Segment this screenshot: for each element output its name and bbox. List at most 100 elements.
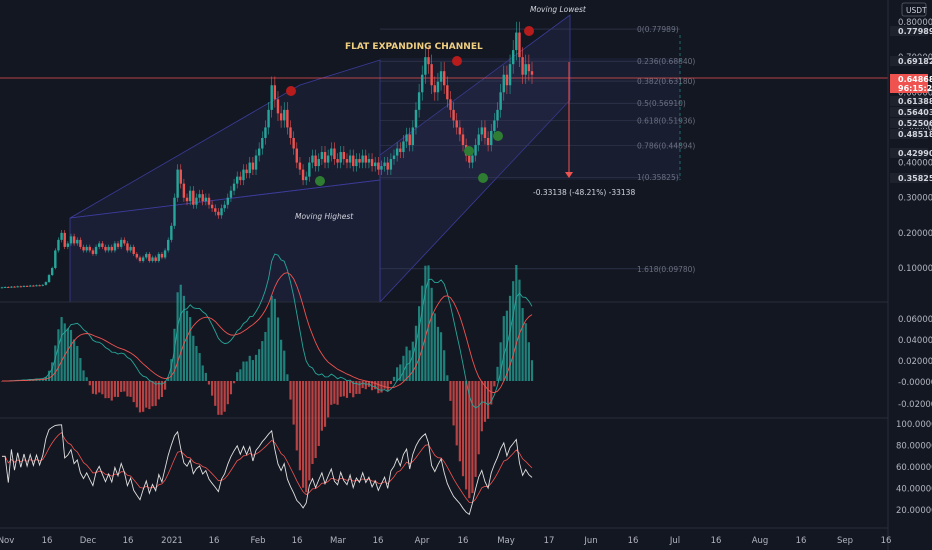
candle-body — [220, 208, 223, 216]
macd-histogram-bar — [123, 381, 126, 392]
candle-body — [499, 92, 502, 110]
candle-body — [207, 197, 211, 205]
candle-body — [377, 162, 380, 170]
macd-histogram-bar — [229, 381, 233, 395]
candle-body — [135, 253, 139, 258]
price-tick-label: 0.50000 — [898, 123, 932, 133]
marker-green-low-4[interactable] — [493, 131, 503, 141]
candle-body — [63, 232, 66, 247]
candle-body — [85, 246, 88, 251]
candle-body — [339, 152, 342, 163]
candle-body — [458, 127, 462, 135]
macd-histogram-bar — [113, 381, 116, 397]
macd-histogram-bar — [298, 381, 302, 471]
macd-histogram-bar — [54, 345, 57, 381]
price-tick-label: 0.80000 — [898, 18, 932, 28]
price-tag-label: 0.56403 — [898, 108, 932, 117]
macd-histogram-bar — [151, 381, 154, 407]
candle-body — [126, 243, 129, 251]
marker-red-high-1[interactable] — [286, 86, 296, 96]
candle-body — [446, 85, 449, 100]
macd-histogram-bar — [135, 381, 138, 408]
candle-body — [38, 285, 41, 287]
candle-body — [480, 127, 484, 135]
macd-histogram-bar — [336, 381, 339, 405]
fib-label: 0.618(0.51936) — [637, 117, 695, 126]
time-axis[interactable]: Nov 16 Dec 16 2021 16 Feb 16 Mar 16 Apr 16 May 17 Jun 1… — [0, 536, 891, 546]
macd-histogram-bar — [418, 306, 421, 381]
candle-body — [461, 134, 465, 145]
macd-histogram-bar — [408, 350, 411, 381]
candle-body — [66, 243, 70, 247]
candle-body — [411, 127, 415, 145]
marker-green-low-2[interactable] — [464, 146, 474, 156]
marker-red-high-3[interactable] — [524, 26, 534, 36]
candle-body — [91, 250, 95, 254]
macd-histogram-bar — [88, 381, 91, 386]
macd-histogram-bar — [377, 381, 380, 394]
candle-body — [195, 197, 198, 205]
price-tag-box — [890, 173, 928, 183]
macd-histogram-bar — [512, 281, 515, 381]
time-tick-label: 16 — [42, 536, 53, 546]
macd-histogram-bar — [82, 370, 85, 381]
macd-histogram-bar — [220, 381, 223, 415]
macd-histogram-bar — [211, 381, 214, 396]
macd-histogram-bar — [323, 381, 327, 427]
candle-body — [167, 239, 170, 251]
price-tag-label: 0.61388 — [898, 97, 932, 106]
macd-histogram-bar — [189, 317, 192, 381]
marker-red-high-2[interactable] — [452, 56, 462, 66]
macd-histogram-bar — [280, 339, 283, 381]
expanding-channel-right — [379, 14, 571, 304]
candle-body — [201, 194, 204, 202]
candle-body — [22, 285, 26, 287]
candle-body — [298, 162, 302, 170]
macd-histogram-bar — [38, 379, 41, 381]
candle-body — [229, 190, 233, 198]
candle-body — [311, 155, 314, 163]
candle-body — [19, 286, 23, 288]
candle-body — [3, 286, 7, 288]
candle-body — [69, 236, 73, 244]
time-tick-label: Dec — [80, 536, 97, 546]
macd-histogram-bar — [170, 359, 173, 381]
marker-green-low-1[interactable] — [315, 176, 325, 186]
price-tag-label: 0.77989 — [898, 27, 932, 36]
candle-body — [427, 57, 430, 65]
marker-green-low-3[interactable] — [478, 173, 488, 183]
price-tag-box — [890, 129, 928, 139]
candle-body — [399, 148, 402, 153]
candle-body — [468, 155, 471, 163]
candle-body — [217, 211, 220, 216]
macd-histogram-bar — [352, 381, 355, 398]
candle-body — [320, 152, 324, 160]
time-tick-label: Jul — [669, 536, 680, 546]
macd-line — [1, 253, 533, 409]
candle-body — [402, 141, 405, 153]
candle-body — [163, 250, 167, 258]
candle-body — [314, 155, 317, 167]
macd-histogram-bar — [477, 381, 480, 455]
currency-badge[interactable]: USDT — [901, 2, 927, 17]
candle-body — [214, 208, 217, 212]
macd-histogram-bar — [455, 381, 458, 446]
candle-body — [383, 162, 386, 167]
macd-histogram-bar — [258, 349, 261, 381]
price-axis[interactable]: 0.800000.700000.600000.500000.400000.300… — [890, 18, 932, 274]
price-tag-box — [890, 83, 928, 93]
macd-histogram-bar — [421, 285, 424, 381]
macd-tick-label: 0.02000 — [898, 357, 932, 367]
macd-histogram-bar — [107, 381, 110, 399]
macd-histogram-bar — [524, 323, 527, 381]
candle-body — [188, 190, 192, 202]
price-tick-label: 0.40000 — [898, 159, 932, 169]
fib-label: 0.382(0.63180) — [637, 77, 695, 86]
macd-histogram-bar — [515, 265, 518, 381]
time-tick-label: Nov — [0, 536, 14, 546]
